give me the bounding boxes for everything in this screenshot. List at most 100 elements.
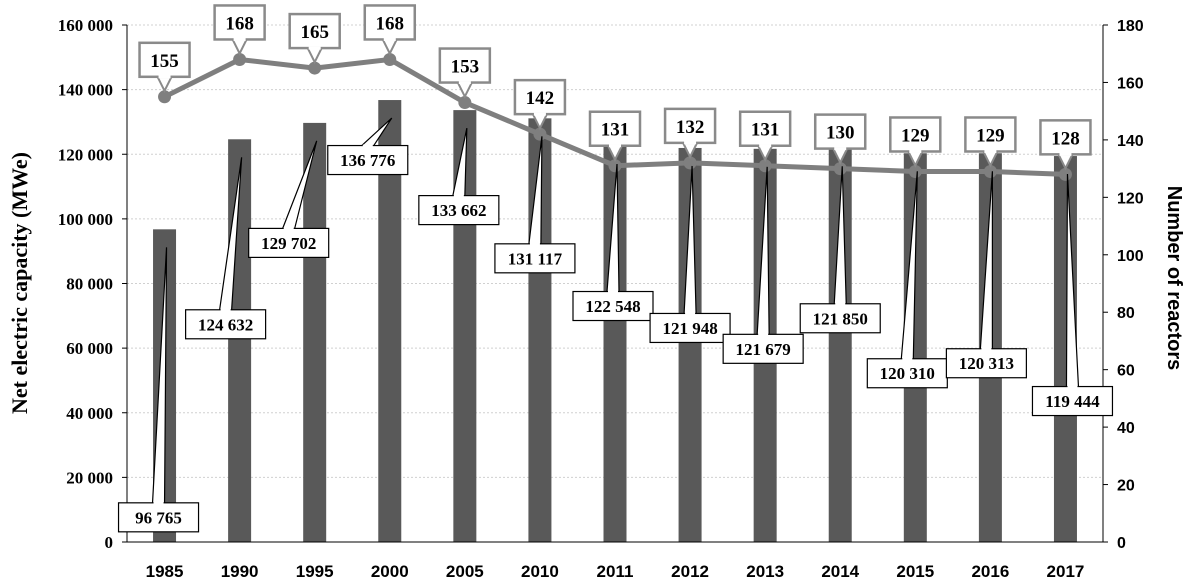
left-tick-label: 120 000 bbox=[58, 145, 113, 164]
reactor-point bbox=[983, 164, 997, 178]
x-tick-label: 2012 bbox=[671, 562, 709, 581]
callout-box bbox=[738, 110, 792, 147]
capacity-label: 136 776 bbox=[340, 151, 395, 170]
reactor-point bbox=[233, 52, 247, 66]
callout-pointer bbox=[756, 166, 770, 335]
reactor-point bbox=[1058, 167, 1072, 181]
capacity-callout: 120 313 bbox=[945, 171, 1027, 379]
capacity-label: 129 702 bbox=[261, 234, 316, 253]
reactor-callout: 165 bbox=[288, 12, 341, 65]
reactor-callout: 128 bbox=[1039, 119, 1092, 171]
reactor-label: 142 bbox=[526, 88, 555, 109]
capacity-callout: 133 662 bbox=[418, 127, 500, 226]
right-tick-label: 0 bbox=[1117, 535, 1126, 552]
reactor-callouts: 155 168 165 168 153 142 131 132 131 130 129 129 128 bbox=[138, 4, 1092, 171]
bar bbox=[828, 148, 852, 542]
capacity-callouts: 96 765 124 632 129 702 136 776 133 662 131 11… bbox=[117, 117, 1114, 533]
capacity-callout: 119 444 bbox=[1031, 174, 1114, 417]
x-tick-label: 2010 bbox=[521, 562, 559, 581]
x-tick-label: 1985 bbox=[146, 562, 184, 581]
capacity-label: 119 444 bbox=[1045, 392, 1100, 411]
callout-pointer bbox=[452, 127, 468, 196]
right-tick-label: 120 bbox=[1117, 190, 1144, 207]
callout-pointer bbox=[361, 117, 393, 146]
callout-pointer bbox=[682, 142, 698, 160]
left-tick-label: 140 000 bbox=[58, 81, 113, 100]
x-tick-label: 2005 bbox=[446, 562, 484, 581]
capacity-callout: 120 310 bbox=[866, 171, 948, 389]
callout-box bbox=[572, 290, 654, 322]
reactor-label: 168 bbox=[225, 13, 254, 34]
reactor-callout: 153 bbox=[438, 47, 492, 99]
reactor-callout: 132 bbox=[663, 107, 717, 160]
reactor-point bbox=[683, 156, 697, 170]
callout-pointer bbox=[607, 145, 623, 162]
capacity-callout: 129 702 bbox=[248, 140, 330, 259]
reactor-callout: 129 bbox=[964, 116, 1017, 168]
reactor-point bbox=[308, 61, 322, 75]
reactor-callout: 131 bbox=[588, 110, 642, 162]
right-tick-label: 80 bbox=[1117, 305, 1135, 322]
callout-box bbox=[813, 113, 867, 150]
callout-pointer bbox=[381, 39, 398, 56]
left-tick-label: 0 bbox=[105, 533, 114, 552]
reactor-label: 130 bbox=[826, 123, 855, 144]
reactor-point bbox=[383, 52, 397, 66]
reactor-label: 153 bbox=[451, 57, 480, 78]
callout-pointer bbox=[757, 145, 774, 162]
left-tick-label: 100 000 bbox=[58, 210, 113, 229]
reactor-callout: 155 bbox=[138, 41, 191, 94]
capacity-label: 124 632 bbox=[198, 315, 253, 334]
callout-box bbox=[213, 4, 266, 41]
callout-pointer bbox=[156, 76, 173, 94]
x-axis-ticks: 1985 1990 1995 2000 2005 2010 2011 2012 2013 2014… bbox=[146, 562, 1085, 581]
left-tick-label: 40 000 bbox=[66, 404, 113, 423]
reactor-label: 132 bbox=[676, 117, 705, 138]
x-tick-label: 2015 bbox=[896, 562, 934, 581]
reactor-point bbox=[158, 90, 172, 104]
reactor-label: 128 bbox=[1051, 128, 1080, 149]
callout-box bbox=[494, 243, 576, 274]
callout-pointer bbox=[528, 136, 543, 244]
right-tick-label: 100 bbox=[1117, 248, 1144, 265]
capacity-label: 122 548 bbox=[585, 297, 640, 316]
right-tick-label: 140 bbox=[1117, 133, 1144, 150]
callout-box bbox=[185, 309, 267, 340]
reactor-label: 131 bbox=[601, 120, 630, 141]
left-tick-label: 60 000 bbox=[66, 339, 113, 358]
reactor-label: 165 bbox=[300, 22, 329, 43]
x-tick-label: 2016 bbox=[971, 562, 1009, 581]
reactor-callout: 131 bbox=[738, 110, 792, 162]
left-axis-ticks: 0 20 000 40 000 60 000 80 000 100 000 120 000 1… bbox=[58, 16, 127, 552]
callout-pointer bbox=[683, 165, 697, 314]
capacity-callout: 131 117 bbox=[494, 136, 576, 274]
left-tick-label: 160 000 bbox=[58, 16, 113, 35]
callout-pointer bbox=[532, 113, 548, 131]
callout-box bbox=[799, 303, 881, 334]
capacity-label: 121 679 bbox=[736, 340, 791, 359]
capacity-label: 96 765 bbox=[135, 508, 182, 527]
capacity-label: 133 662 bbox=[431, 201, 486, 220]
callout-box bbox=[1039, 119, 1092, 156]
callout-pointer bbox=[907, 151, 924, 168]
callout-box bbox=[649, 312, 731, 344]
bar bbox=[303, 122, 327, 542]
capacity-callout: 96 765 bbox=[117, 247, 200, 533]
left-axis-label: Net electric capacity (MWe) bbox=[7, 152, 32, 414]
x-tick-label: 2017 bbox=[1047, 562, 1085, 581]
right-tick-label: 40 bbox=[1117, 420, 1135, 437]
x-tick-label: 2014 bbox=[821, 562, 859, 581]
capacity-callout: 121 679 bbox=[722, 166, 804, 364]
reactor-callout: 168 bbox=[363, 4, 417, 56]
x-tick-label: 1990 bbox=[221, 562, 259, 581]
right-tick-label: 60 bbox=[1117, 363, 1135, 380]
callout-pointer bbox=[151, 247, 168, 503]
callout-box bbox=[588, 110, 642, 147]
callout-pointer bbox=[306, 47, 323, 65]
callout-pointer bbox=[833, 166, 847, 304]
callout-pointer bbox=[1057, 153, 1074, 171]
reactor-label: 131 bbox=[751, 120, 780, 141]
callout-box bbox=[418, 195, 500, 226]
reactor-label: 129 bbox=[901, 125, 930, 146]
